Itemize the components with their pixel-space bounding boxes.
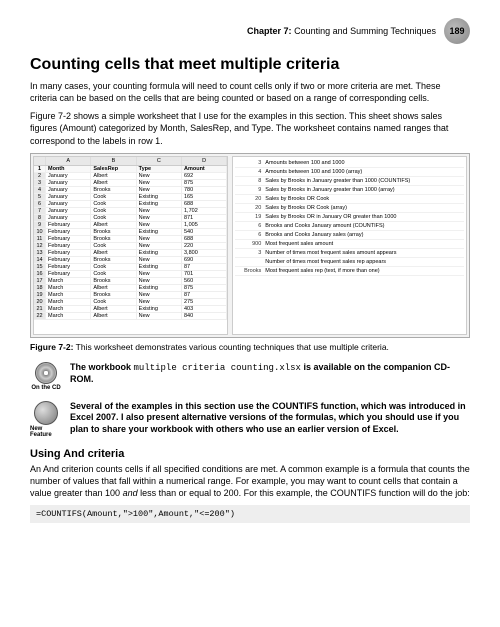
figure-caption-text: This worksheet demonstrates various coun… <box>76 342 389 352</box>
chapter-label: Chapter 7: <box>247 26 292 36</box>
page-number-badge: 189 <box>444 18 470 44</box>
cd-icon-group: On the CD <box>30 362 62 391</box>
section-title: Counting cells that meet multiple criter… <box>30 56 470 74</box>
figure-caption-label: Figure 7-2: <box>30 342 73 352</box>
new-feature-icon <box>34 401 58 425</box>
worksheet-right: 3Amounts between 100 and 10004Amounts be… <box>232 156 467 335</box>
new-feature-body: Several of the examples in this section … <box>70 401 466 434</box>
figure-caption: Figure 7-2: This worksheet demonstrates … <box>30 342 470 352</box>
chapter-title: Counting and Summing Techniques <box>294 26 436 36</box>
intro-paragraph-2: Figure 7-2 shows a simple worksheet that… <box>30 110 470 146</box>
new-feature-icon-group: New Feature <box>30 401 62 438</box>
data-rows: 1MonthSalesRepTypeAmount2JanuaryAlbertNe… <box>34 166 227 320</box>
intro-paragraph-1: In many cases, your counting formula wil… <box>30 80 470 104</box>
new-feature-label: New Feature <box>30 426 62 438</box>
new-feature-callout: New Feature Several of the examples in t… <box>30 401 470 438</box>
cd-label: On the CD <box>31 385 60 391</box>
cd-filename: multiple criteria counting.xlsx <box>134 363 301 373</box>
column-headers: ABCD <box>34 157 227 166</box>
cd-disc-icon <box>35 362 57 384</box>
new-feature-text: Several of the examples in this section … <box>70 401 470 436</box>
cd-callout-text: The workbook multiple criteria counting.… <box>70 362 470 386</box>
subheading-and-criteria: Using And criteria <box>30 448 470 460</box>
cd-text-before: The workbook <box>70 362 134 372</box>
worksheet-left: ABCD 1MonthSalesRepTypeAmount2JanuaryAlb… <box>33 156 228 335</box>
figure-7-2: ABCD 1MonthSalesRepTypeAmount2JanuaryAlb… <box>30 153 470 338</box>
and-criteria-paragraph: An And criterion counts cells if all spe… <box>30 463 470 499</box>
page-header: Chapter 7: Counting and Summing Techniqu… <box>30 18 470 44</box>
chapter-line: Chapter 7: Counting and Summing Techniqu… <box>247 26 436 36</box>
cd-callout: On the CD The workbook multiple criteria… <box>30 362 470 391</box>
formula-box: =COUNTIFS(Amount,">100",Amount,"<=200") <box>30 505 470 523</box>
